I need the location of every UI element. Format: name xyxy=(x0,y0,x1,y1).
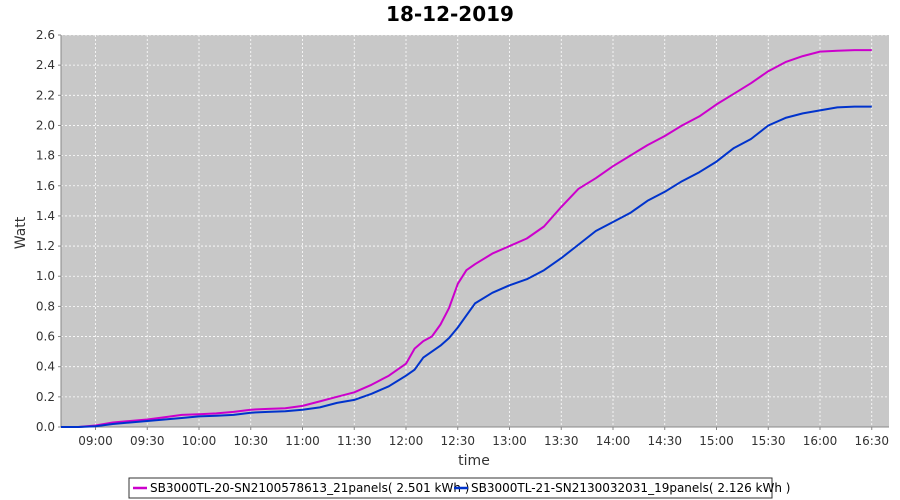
x-tick-label: 15:00 xyxy=(699,434,734,448)
x-tick-label: 14:00 xyxy=(596,434,631,448)
y-tick-label: 0.0 xyxy=(36,420,55,434)
y-tick-label: 0.6 xyxy=(36,330,55,344)
x-tick-label: 16:00 xyxy=(803,434,838,448)
plot-area xyxy=(61,35,889,427)
x-tick-label: 09:30 xyxy=(130,434,165,448)
y-tick-label: 0.2 xyxy=(36,390,55,404)
y-tick-label: 2.4 xyxy=(36,58,55,72)
legend-label: SB3000TL-21-SN2130032031_19panels( 2.126… xyxy=(471,481,790,495)
gridlines xyxy=(61,34,889,428)
chart-title: 18-12-2019 xyxy=(386,2,514,26)
y-tick-label: 2.0 xyxy=(36,118,55,132)
y-tick-label: 1.0 xyxy=(36,269,55,283)
y-tick-label: 1.4 xyxy=(36,209,55,223)
x-tick-label: 14:30 xyxy=(647,434,682,448)
y-axis-label: Watt xyxy=(13,216,29,249)
x-tick-label: 11:30 xyxy=(337,434,372,448)
y-tick-label: 1.6 xyxy=(36,179,55,193)
x-tick-label: 11:00 xyxy=(285,434,320,448)
y-tick-label: 1.8 xyxy=(36,149,55,163)
series-line-1 xyxy=(61,49,872,428)
x-tick-label: 15:30 xyxy=(751,434,786,448)
legend-label: SB3000TL-20-SN2100578613_21panels( 2.501… xyxy=(150,481,469,495)
x-tick-label: 12:30 xyxy=(440,434,475,448)
x-axis-label: time xyxy=(458,453,490,469)
x-tick-label: 13:30 xyxy=(544,434,579,448)
x-tick-label: 16:30 xyxy=(854,434,889,448)
x-tick-label: 09:00 xyxy=(78,434,113,448)
y-tick-label: 1.2 xyxy=(36,239,55,253)
legend: SB3000TL-20-SN2100578613_21panels( 2.501… xyxy=(128,477,790,499)
x-tick-label: 13:00 xyxy=(492,434,527,448)
x-tick-label: 10:00 xyxy=(182,434,217,448)
y-tick-label: 2.2 xyxy=(36,88,55,102)
x-tick-label: 12:00 xyxy=(389,434,424,448)
y-tick-label: 0.8 xyxy=(36,299,55,313)
y-tick-label: 2.6 xyxy=(36,28,55,42)
x-tick-label: 10:30 xyxy=(233,434,268,448)
series-line-2 xyxy=(61,105,872,428)
y-tick-label: 0.4 xyxy=(36,360,55,374)
legend-box xyxy=(128,477,773,499)
axes: 0.0 0.2 0.4 0.6 0.8 1.0 1.2 1.4 1.6 1.8 2.0 2.2 2.4 2… xyxy=(36,28,889,448)
series-lines xyxy=(61,49,872,428)
